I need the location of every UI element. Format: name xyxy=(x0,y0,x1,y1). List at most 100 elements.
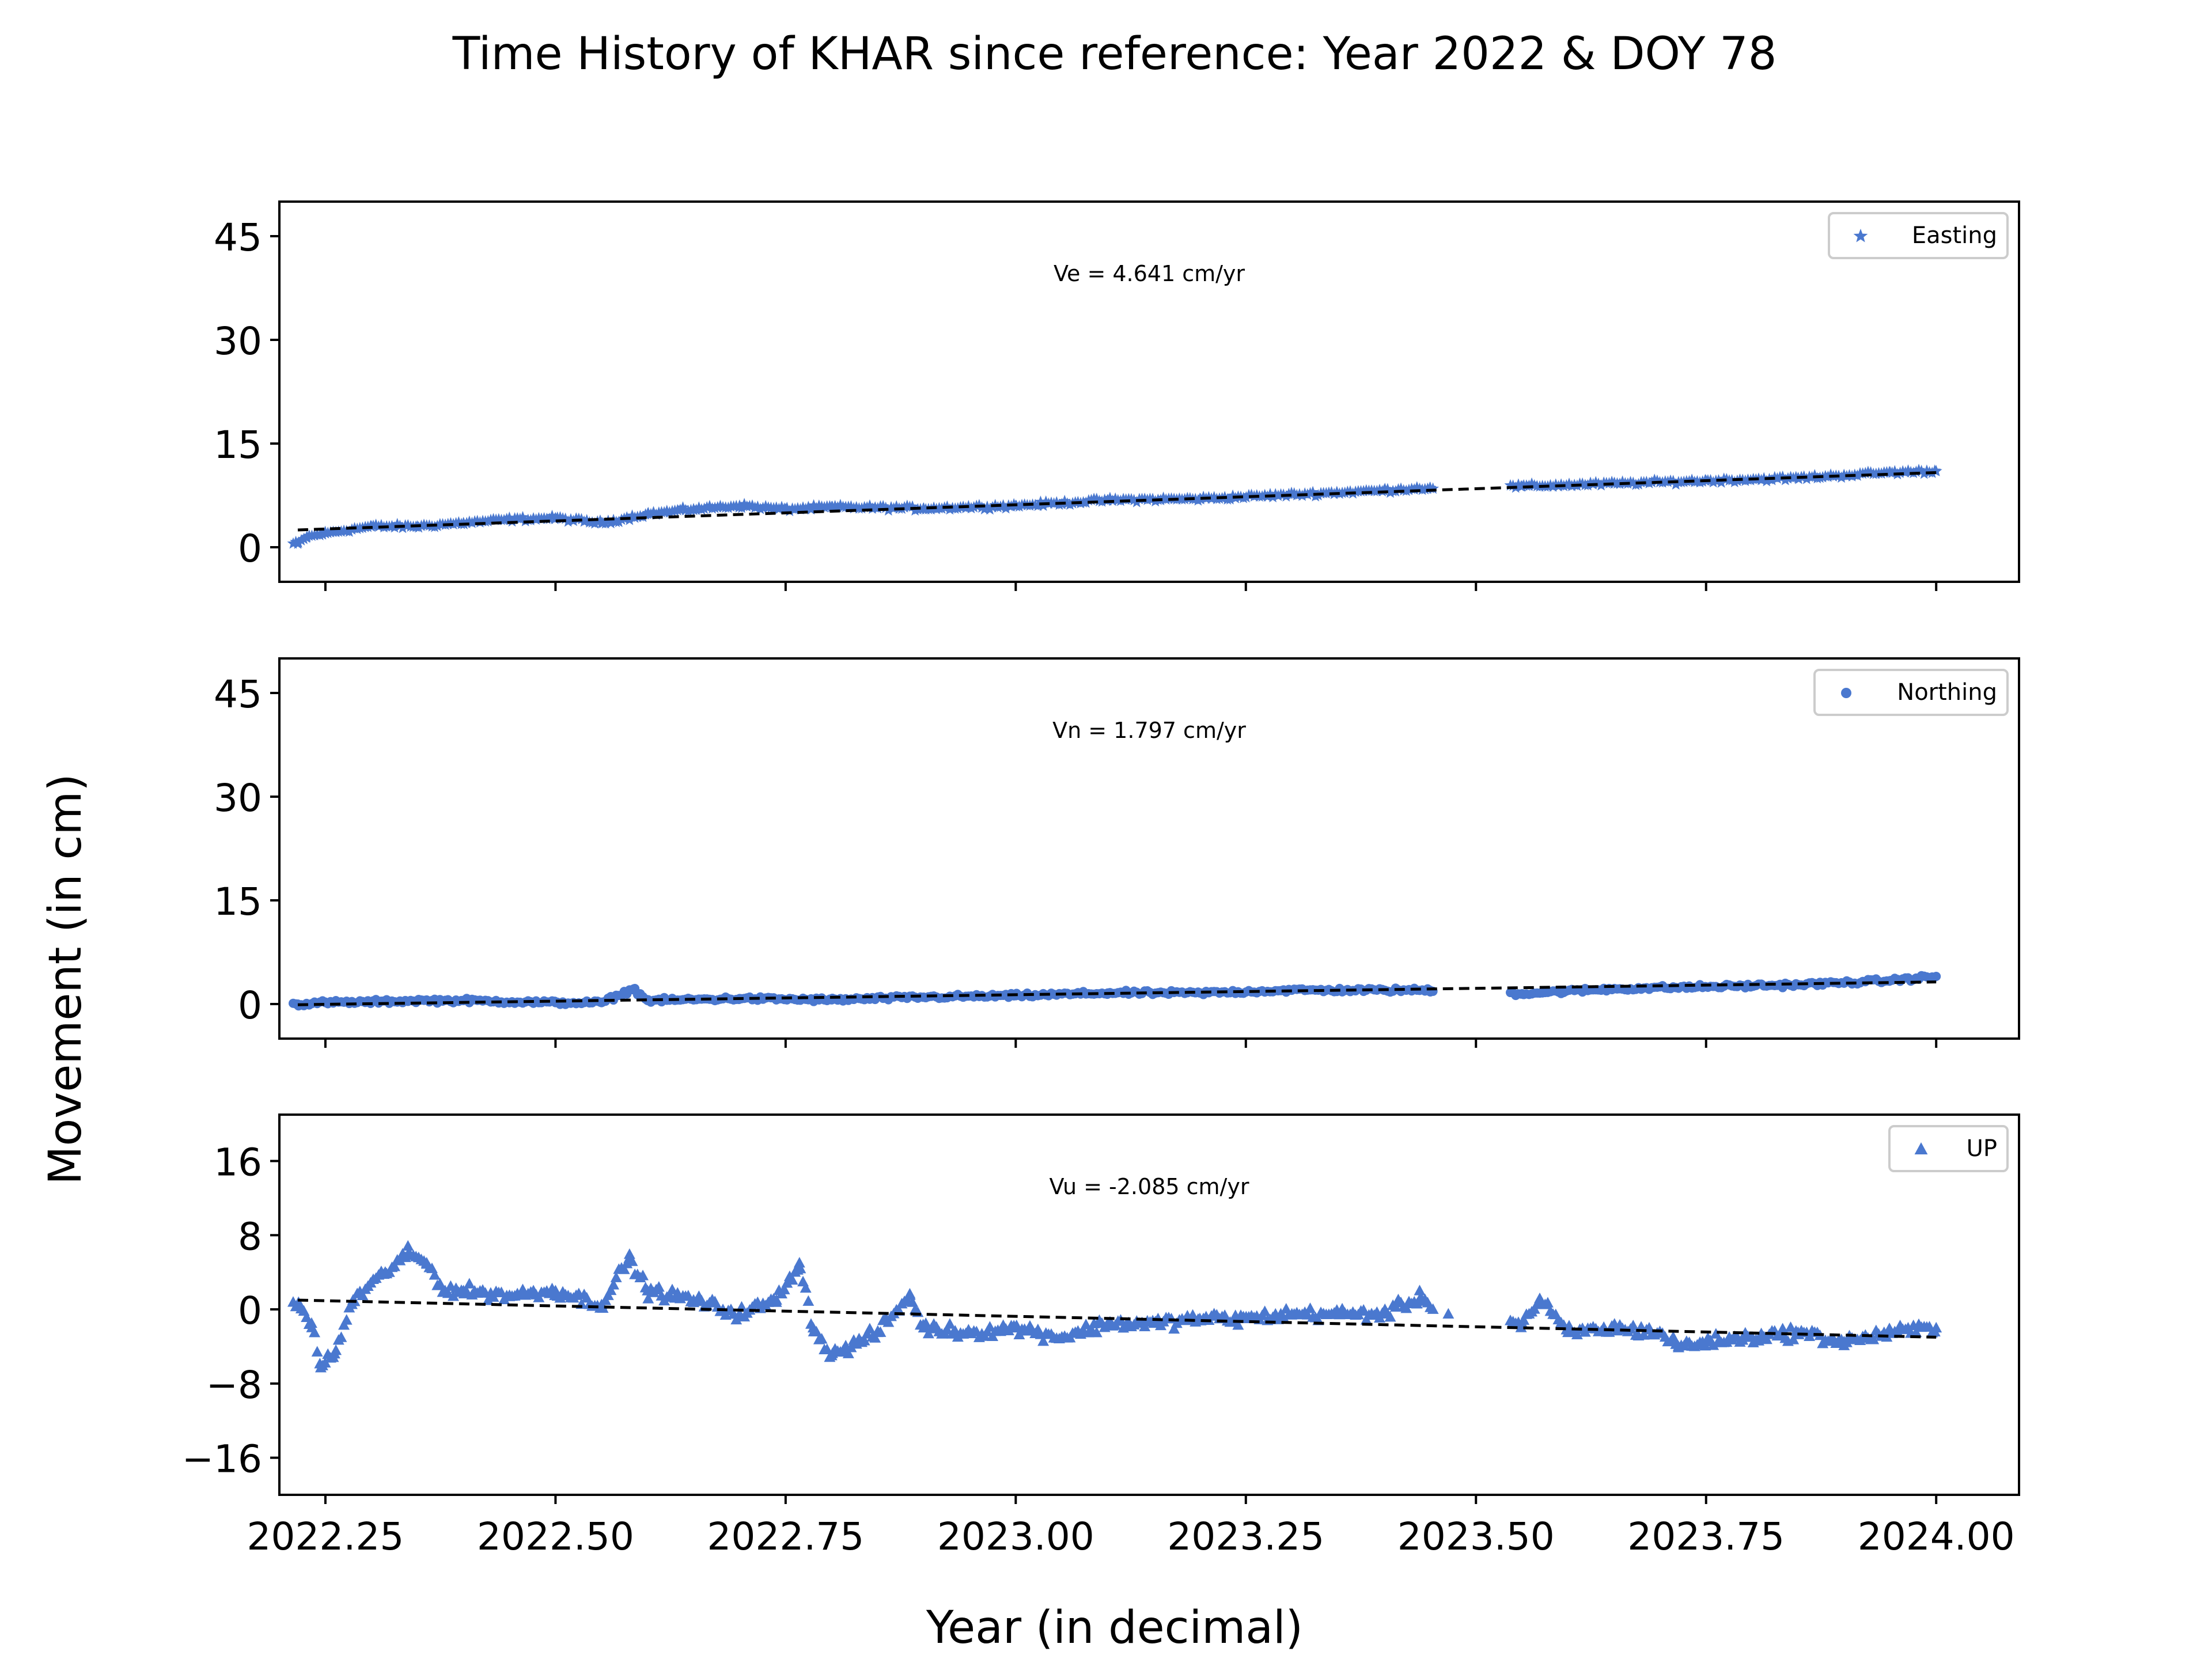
y-axis-label: Movement (in cm) xyxy=(40,774,92,1185)
y-tick-label: −8 xyxy=(206,1363,262,1407)
data-point xyxy=(786,1274,798,1285)
data-point xyxy=(1148,1317,1160,1328)
data-point xyxy=(1415,1291,1427,1302)
data-point xyxy=(981,500,994,512)
data-point xyxy=(581,514,593,526)
data-point xyxy=(733,1308,745,1319)
data-point xyxy=(1395,482,1407,494)
data-point xyxy=(941,1324,953,1335)
data-point xyxy=(1516,480,1528,492)
data-point xyxy=(1304,1302,1316,1313)
data-point xyxy=(781,1277,793,1288)
y-tick-label: −16 xyxy=(182,1437,262,1482)
x-tick-label: 2023.00 xyxy=(937,1514,1094,1559)
data-point xyxy=(1525,477,1538,489)
data-point xyxy=(594,514,607,526)
data-point xyxy=(1910,465,1922,477)
x-tick-label: 2022.75 xyxy=(707,1514,864,1559)
data-point xyxy=(1245,488,1257,501)
y-tick-label: 30 xyxy=(214,776,262,820)
x-tick-label: 2023.75 xyxy=(1627,1514,1785,1559)
data-point xyxy=(1638,1329,1650,1340)
data-point xyxy=(595,517,608,528)
data-point xyxy=(1344,485,1357,497)
data-point xyxy=(1884,1326,1896,1338)
data-point xyxy=(802,501,815,513)
data-point xyxy=(698,502,710,514)
data-point xyxy=(872,1326,884,1338)
data-point xyxy=(1088,1317,1100,1328)
data-point xyxy=(1286,488,1298,500)
y-tick-label: 0 xyxy=(238,983,262,1028)
data-point xyxy=(1592,478,1605,489)
data-point xyxy=(1010,1321,1022,1333)
data-point xyxy=(1050,496,1063,508)
legend-box xyxy=(1888,1125,2009,1172)
data-point xyxy=(618,1263,630,1274)
data-point xyxy=(825,501,838,513)
data-point xyxy=(918,502,930,514)
data-point xyxy=(1389,1301,1402,1312)
data-point xyxy=(964,1326,976,1338)
data-point xyxy=(666,1283,678,1294)
data-point xyxy=(1259,488,1271,501)
data-point xyxy=(517,511,529,522)
data-point xyxy=(429,1269,441,1280)
data-point xyxy=(1516,1317,1528,1328)
data-point xyxy=(1264,487,1277,499)
subplot-easting: 0 15 30 45 Ve = 4.641 cm/yr Easting xyxy=(214,200,2020,591)
data-point xyxy=(1232,1319,1244,1330)
data-point xyxy=(802,1295,815,1306)
data-point xyxy=(1278,1312,1290,1323)
data-point xyxy=(1259,1305,1271,1316)
legend-box xyxy=(1828,212,2009,259)
data-point xyxy=(779,503,792,514)
data-point xyxy=(834,498,847,510)
data-point xyxy=(1899,466,1912,478)
data-point xyxy=(1101,494,1114,506)
data-point xyxy=(1056,1331,1068,1342)
data-point xyxy=(863,499,876,511)
data-point xyxy=(1785,1321,1797,1332)
data-point xyxy=(904,1289,916,1300)
data-points xyxy=(287,1240,1942,1373)
data-point xyxy=(1080,1319,1092,1330)
data-point xyxy=(1128,494,1141,506)
data-point xyxy=(1512,478,1525,490)
data-point xyxy=(1090,1327,1103,1338)
data-point xyxy=(1035,495,1047,507)
data-point xyxy=(1562,1326,1574,1338)
data-point xyxy=(1746,1331,1758,1342)
data-point xyxy=(1685,474,1698,485)
data-point xyxy=(890,500,903,512)
data-point xyxy=(733,499,746,511)
data-point xyxy=(1194,493,1206,504)
data-point xyxy=(770,1294,782,1305)
data-point xyxy=(366,997,376,1007)
data-point xyxy=(1109,492,1122,504)
data-point xyxy=(1589,476,1602,488)
data-point xyxy=(1269,488,1282,499)
data-point xyxy=(906,500,919,512)
axes-frame xyxy=(278,200,2020,583)
data-point xyxy=(301,531,313,542)
data-point xyxy=(287,537,300,549)
data-point xyxy=(1701,982,1711,991)
data-point xyxy=(623,1252,635,1263)
data-point xyxy=(1286,1308,1298,1319)
data-point xyxy=(1090,493,1103,505)
data-point xyxy=(559,512,572,524)
data-point xyxy=(842,1347,854,1358)
data-point xyxy=(620,511,633,523)
data-point xyxy=(1384,1311,1396,1322)
data-point xyxy=(1902,464,1914,476)
data-point xyxy=(794,1262,806,1274)
data-point xyxy=(1707,1339,1719,1350)
data-point xyxy=(641,507,654,520)
data-point xyxy=(858,1335,870,1346)
data-point xyxy=(1423,481,1436,493)
data-point xyxy=(421,1257,433,1268)
data-point xyxy=(1726,474,1738,486)
figure-title: Time History of KHAR since reference: Ye… xyxy=(452,28,1777,80)
data-point xyxy=(1037,1335,1050,1346)
